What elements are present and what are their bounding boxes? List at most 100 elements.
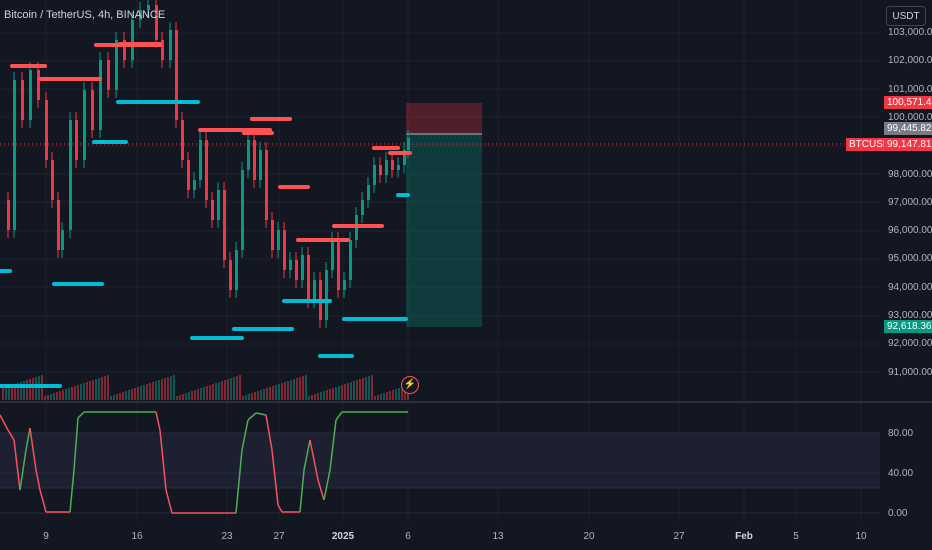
volume-bar [107,375,109,400]
candle-body [61,230,64,250]
candle-body [57,200,60,250]
volume-bar [311,395,313,400]
time-label-16: 16 [131,531,143,542]
oscillator-line [39,489,47,513]
oscillator-line [25,427,31,451]
volume-bar [224,380,226,400]
volume-bar [188,392,190,400]
volume-bar [341,385,343,400]
volume-bar [71,387,73,400]
volume-bar [146,384,148,400]
volume-bar [215,383,217,400]
time-label-10: 10 [855,531,867,542]
volume-bar [32,378,34,400]
entry-price-tag: 99,445.82 [884,122,932,135]
candle-body [271,220,274,250]
oscillator-line [73,417,79,471]
volume-bar [290,380,292,400]
volume-bar [167,377,169,400]
volume-bar [128,390,130,400]
volume-bar [164,378,166,400]
volume-bar [350,382,352,400]
currency-button[interactable]: USDT [886,6,926,26]
candle-body [229,260,232,290]
time-label-13: 13 [492,531,504,542]
oscillator-line [77,411,85,419]
candle-body [51,160,54,200]
volume-bar [278,384,280,400]
volume-bar [251,393,253,400]
volume-bar [230,378,232,400]
price-tick: 101,000.00 [888,83,932,95]
candle-body [361,200,364,215]
candle-body [21,80,24,120]
volume-bar [281,383,283,400]
candle-body [253,140,256,180]
candle-body [199,140,202,180]
volume-bar [83,383,85,400]
candle-body [131,20,134,60]
volume-bar [380,394,382,400]
take-profit-price-tag: 92,618.36 [884,320,932,333]
candle-body [107,60,110,90]
oscillator-tick-0: 0.00 [888,508,908,519]
volume-bar [377,395,379,400]
volume-bar [77,385,79,400]
lightning-icon[interactable]: ⚡ [401,376,419,394]
candle-body [123,40,126,60]
price-tick: 97,000.00 [888,196,932,208]
volume-bar [179,395,181,400]
volume-bar [374,396,376,400]
candle-body [241,170,244,250]
volume-bar [275,385,277,400]
candle-body [379,165,382,175]
volume-bar [86,382,88,400]
volume-bar [317,393,319,400]
volume-bar [323,391,325,400]
volume-bar [194,390,196,400]
oscillator-line [29,427,37,471]
time-label-9: 9 [43,531,49,542]
volume-bar [137,387,139,400]
volume-bar [212,384,214,400]
volume-bar [143,385,145,400]
oscillator-line [309,439,319,481]
volume-bar [239,375,241,400]
volume-bar [296,378,298,400]
volume-bar [284,382,286,400]
volume-bar [170,376,172,400]
volume-bar [26,380,28,400]
volume-bar [185,393,187,400]
volume-bar [332,388,334,400]
stop-loss-price-tag: 100,571.44 [884,96,932,109]
candle-body [265,150,268,220]
volume-bar [254,392,256,400]
candle-body [75,120,78,160]
volume-bar [80,384,82,400]
volume-bar [305,375,307,400]
candle-body [13,80,16,230]
volume-bar [227,379,229,400]
price-tick: 98,000.00 [888,168,932,180]
volume-bar [92,380,94,400]
volume-bar [395,389,397,400]
oscillator-line [241,419,249,451]
price-tick: 92,000.00 [888,338,932,350]
volume-bar [356,380,358,400]
volume-bar [329,389,331,400]
volume-bar [206,386,208,400]
oscillator-band [0,433,880,488]
volume-bar [401,387,403,400]
volume-bar [122,392,124,400]
volume-bar [308,396,310,400]
oscillator-line [7,429,15,441]
volume-bar [236,376,238,400]
time-label-2025: 2025 [331,531,355,542]
oscillator-tick-40: 40.00 [888,468,914,479]
volume-bar [50,394,52,400]
oscillator-tick-80: 80.00 [888,428,914,439]
volume-bar [20,382,22,400]
volume-bar [371,375,373,400]
candle-body [29,70,32,120]
